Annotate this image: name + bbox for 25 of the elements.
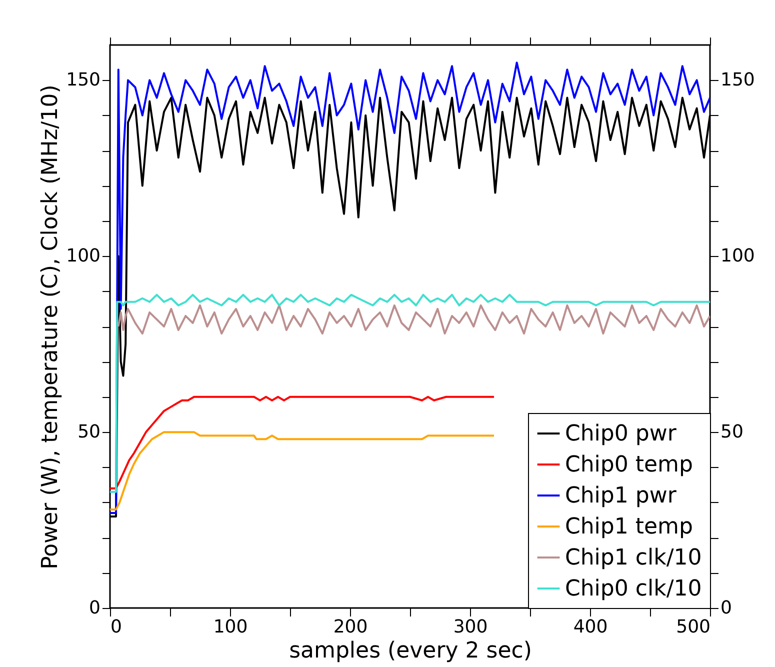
line-series [110,431,495,510]
y-axis-title: Power (W), temperature (C), Clock (MHz/10) [38,84,64,570]
x-tick-label: 0 [110,616,122,638]
line-series [110,396,495,490]
legend-label: Chip1 clk/10 [565,546,702,570]
y-tick-label: 150 [66,70,100,91]
y2-tick-label: 50 [720,422,744,443]
legend-label: Chip0 pwr [565,422,678,446]
y2-tick-label: 150 [720,70,755,91]
y2-tick-label: 0 [720,598,732,618]
line-series [117,304,710,335]
legend-label: Chip1 pwr [565,484,678,508]
legend-label: Chip0 temp [565,452,693,478]
x-tick-label: 300 [453,616,488,638]
x-tick-label: 100 [213,616,248,638]
x-tick-label: 200 [333,616,368,638]
y2-tick-label: 100 [720,246,755,267]
legend-label: Chip0 clk/10 [565,576,702,602]
x-tick-label: 500 [676,616,710,638]
x-tick-label: 400 [573,616,608,638]
y-tick-label: 100 [66,246,100,267]
x-axis-title: samples (every 2 sec) [289,638,532,664]
legend-label: Chip1 temp [565,514,693,540]
y-tick-label: 50 [78,422,100,443]
y-tick-label: 0 [89,598,100,618]
